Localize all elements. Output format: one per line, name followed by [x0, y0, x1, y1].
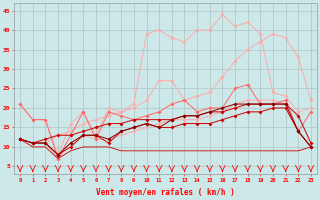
- X-axis label: Vent moyen/en rafales ( km/h ): Vent moyen/en rafales ( km/h ): [96, 188, 235, 197]
